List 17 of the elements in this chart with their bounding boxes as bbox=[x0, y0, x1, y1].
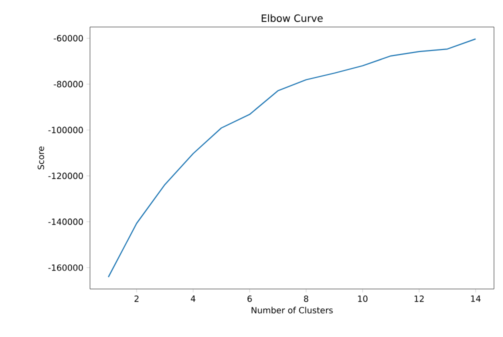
x-tick-label: 8 bbox=[304, 296, 308, 302]
y-tick-label: -120000 bbox=[48, 172, 83, 180]
y-tick-label: -80000 bbox=[54, 80, 83, 88]
y-axis-title: Score bbox=[38, 146, 44, 170]
x-tick-label: 14 bbox=[471, 296, 481, 302]
x-tick-label: 6 bbox=[248, 296, 252, 302]
x-tick-label: 10 bbox=[358, 296, 368, 302]
line-series bbox=[108, 38, 476, 278]
y-tick-label: -60000 bbox=[54, 35, 83, 42]
x-axis-title: Number of Clusters bbox=[252, 306, 333, 314]
y-tick-label: -160000 bbox=[48, 264, 83, 271]
y-tick-label: -100000 bbox=[48, 126, 83, 134]
x-tick-label: 4 bbox=[190, 296, 196, 302]
chart-title: Elbow Curve bbox=[262, 14, 323, 22]
y-tick-label: -140000 bbox=[48, 218, 83, 225]
x-tick-label: 2 bbox=[134, 296, 138, 302]
x-tick-label: 12 bbox=[414, 296, 424, 302]
